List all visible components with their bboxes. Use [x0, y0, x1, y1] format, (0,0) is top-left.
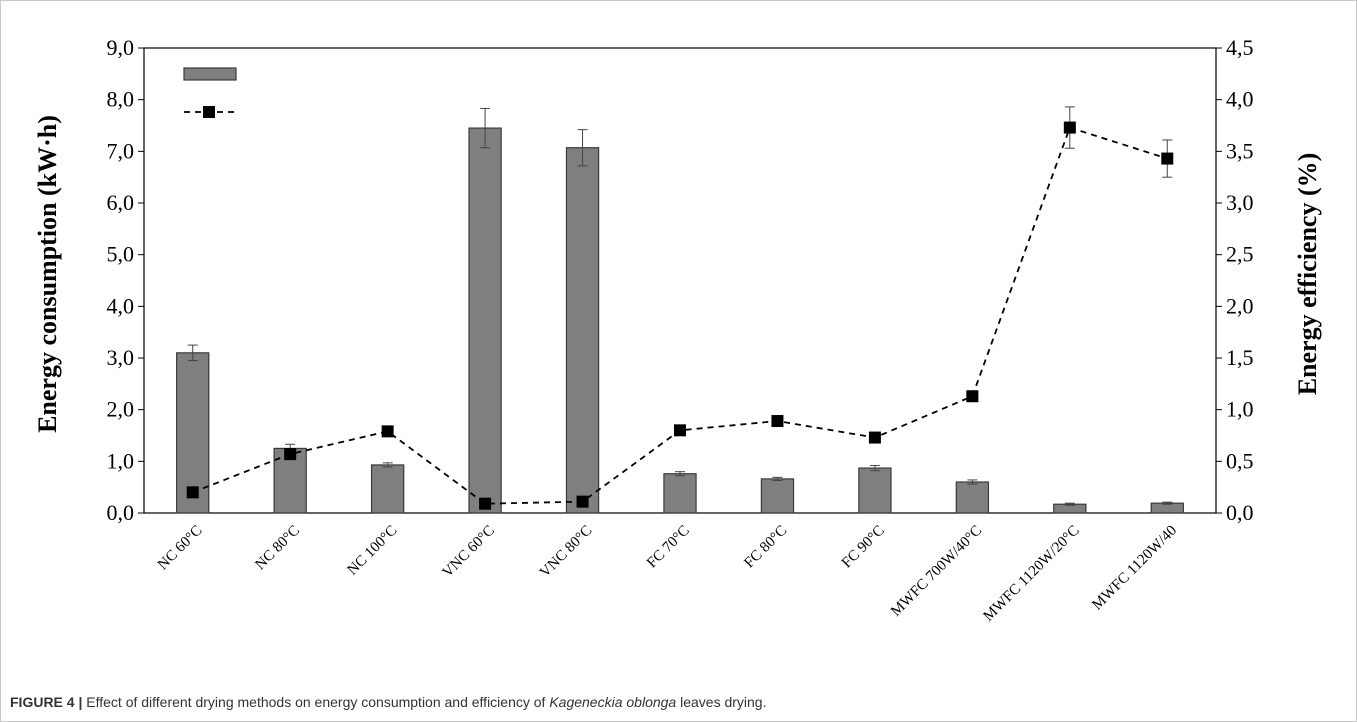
legend [183, 67, 237, 118]
y2-tick-label: 3,0 [1226, 190, 1254, 215]
efficiency-marker [284, 448, 297, 461]
efficiency-marker [186, 486, 199, 499]
figure-caption: FIGURE 4 | Effect of different drying me… [10, 694, 767, 710]
y-tick-label: 0,0 [107, 500, 135, 525]
category-label: FC 70°C [644, 523, 693, 572]
bar [370, 464, 405, 514]
plot-area-frame [143, 47, 1217, 514]
efficiency-marker [771, 415, 784, 428]
efficiency-marker [479, 497, 492, 510]
y-tick-label: 5,0 [107, 242, 135, 267]
y-tick-label: 1,0 [107, 448, 135, 473]
y-tick-label: 9,0 [107, 35, 135, 60]
efficiency-marker [674, 424, 686, 437]
bar [858, 467, 892, 514]
y2-tick-label: 1,0 [1226, 397, 1254, 422]
y-tick-label: 7,0 [107, 138, 135, 163]
y2-tick-label: 3,5 [1226, 138, 1254, 163]
category-labels: NC 60°C NC 80°C NC 100°C VNC 60°C VNC 80°C FC… [155, 523, 1180, 625]
category-label: VNC 60°C [440, 523, 498, 581]
caption-label: FIGURE 4 | [10, 694, 83, 710]
efficiency-marker [868, 431, 881, 444]
category-label: NC 100°C [345, 523, 401, 579]
y2-tick-label: 2,0 [1226, 293, 1254, 318]
bar-series [176, 107, 1184, 514]
y2-tick-label: 4,0 [1226, 87, 1254, 112]
caption-species: Kageneckia oblonga [549, 694, 677, 710]
y2-tick-label: 2,5 [1226, 242, 1254, 267]
efficiency-marker [381, 425, 394, 438]
category-label: NC 60°C [155, 523, 206, 574]
bar [565, 147, 600, 514]
bar [663, 473, 697, 514]
caption-text-after: leaves drying. [676, 694, 767, 710]
y-tick-label: 6,0 [107, 190, 135, 215]
efficiency-series [186, 106, 1174, 510]
category-label: MWFC 1120W/20°C [981, 523, 1083, 625]
efficiency-marker [576, 495, 589, 508]
y2-tick-label: 0,5 [1226, 448, 1254, 473]
category-label: MWFC 700W/40°C [888, 523, 985, 620]
y2-axis-title: Energy efficiency (%) [1293, 153, 1322, 396]
efficiency-marker [966, 390, 979, 403]
efficiency-marker [1063, 121, 1076, 134]
caption-text-before: Effect of different drying methods on en… [82, 694, 550, 710]
efficiency-line [192, 126, 1168, 505]
y-tick-label: 8,0 [107, 87, 135, 112]
y2-tick-label: 1,5 [1226, 345, 1254, 370]
y2-tick-label: 4,5 [1226, 35, 1254, 60]
y-axis-title: Energy consumption (kW·h) [33, 115, 62, 433]
chart: 0,0 1,0 2,0 3,0 4,0 5,0 6,0 7,0 8,0 9,0 0,0 0,5 1,0 1… [33, 35, 1322, 625]
category-label: NC 80°C [252, 523, 303, 574]
y-tick-label: 2,0 [107, 397, 135, 422]
category-label: FC 90°C [839, 523, 888, 572]
efficiency-marker [1161, 152, 1174, 165]
y2-tick-label: 0,0 [1226, 500, 1254, 525]
y-tick-label: 3,0 [107, 345, 135, 370]
legend-marker-swatch [203, 106, 215, 118]
category-label: VNC 80°C [537, 523, 595, 581]
bar [955, 481, 990, 514]
bar [468, 127, 502, 514]
category-label: MWFC 1120W/40 [1089, 523, 1180, 614]
legend-bar-swatch [183, 67, 237, 81]
y-tick-label: 4,0 [107, 293, 135, 318]
tick-labels: 0,0 1,0 2,0 3,0 4,0 5,0 6,0 7,0 8,0 9,0 0,0 0,5 1,0 1… [107, 35, 1254, 525]
bar [760, 478, 795, 514]
category-label: FC 80°C [741, 523, 790, 572]
axes [143, 47, 1217, 514]
